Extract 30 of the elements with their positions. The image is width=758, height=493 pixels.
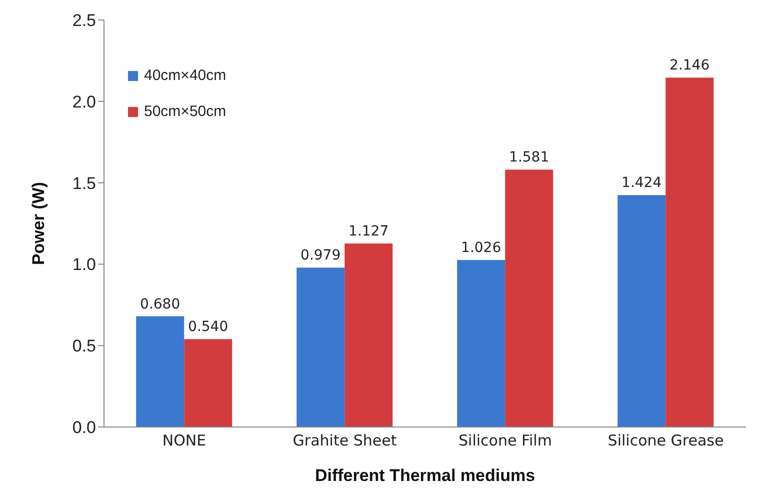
data-label: 2.146	[670, 58, 710, 74]
data-label: 1.424	[622, 175, 662, 192]
bar	[666, 78, 714, 427]
data-label: 0.979	[300, 248, 341, 264]
bar	[344, 244, 393, 427]
x-tick-label: Silicone Film	[458, 432, 552, 450]
y-tick-label: 1.5	[72, 174, 96, 193]
data-label: 1.026	[461, 240, 502, 256]
x-axis-title: Different Thermal mediums	[314, 466, 536, 485]
y-tick-label: 2.0	[72, 92, 96, 112]
bar	[505, 170, 554, 427]
bar	[457, 260, 506, 427]
data-label: 0.680	[140, 296, 180, 312]
bar	[136, 316, 184, 427]
data-label: 1.127	[348, 224, 389, 240]
bar	[184, 339, 232, 427]
legend-label: 50cm×50cm	[144, 102, 226, 122]
y-tick-label: 1.0	[72, 255, 96, 274]
data-label: 1.581	[509, 150, 550, 166]
y-tick-label: 2.5	[72, 11, 96, 30]
y-tick-label: 0.5	[72, 336, 96, 356]
x-tick-label: NONE	[162, 432, 206, 450]
x-tick-label: Silicone Grease	[608, 432, 724, 450]
bar	[296, 268, 345, 427]
y-axis-title: Power (W)	[29, 182, 48, 266]
data-label: 0.540	[188, 319, 228, 336]
legend-label: 40cm×40cm	[144, 66, 226, 86]
bar	[618, 195, 666, 427]
y-tick-label: 0.0	[72, 418, 96, 438]
x-tick-label: Grahite Sheet	[292, 432, 397, 450]
